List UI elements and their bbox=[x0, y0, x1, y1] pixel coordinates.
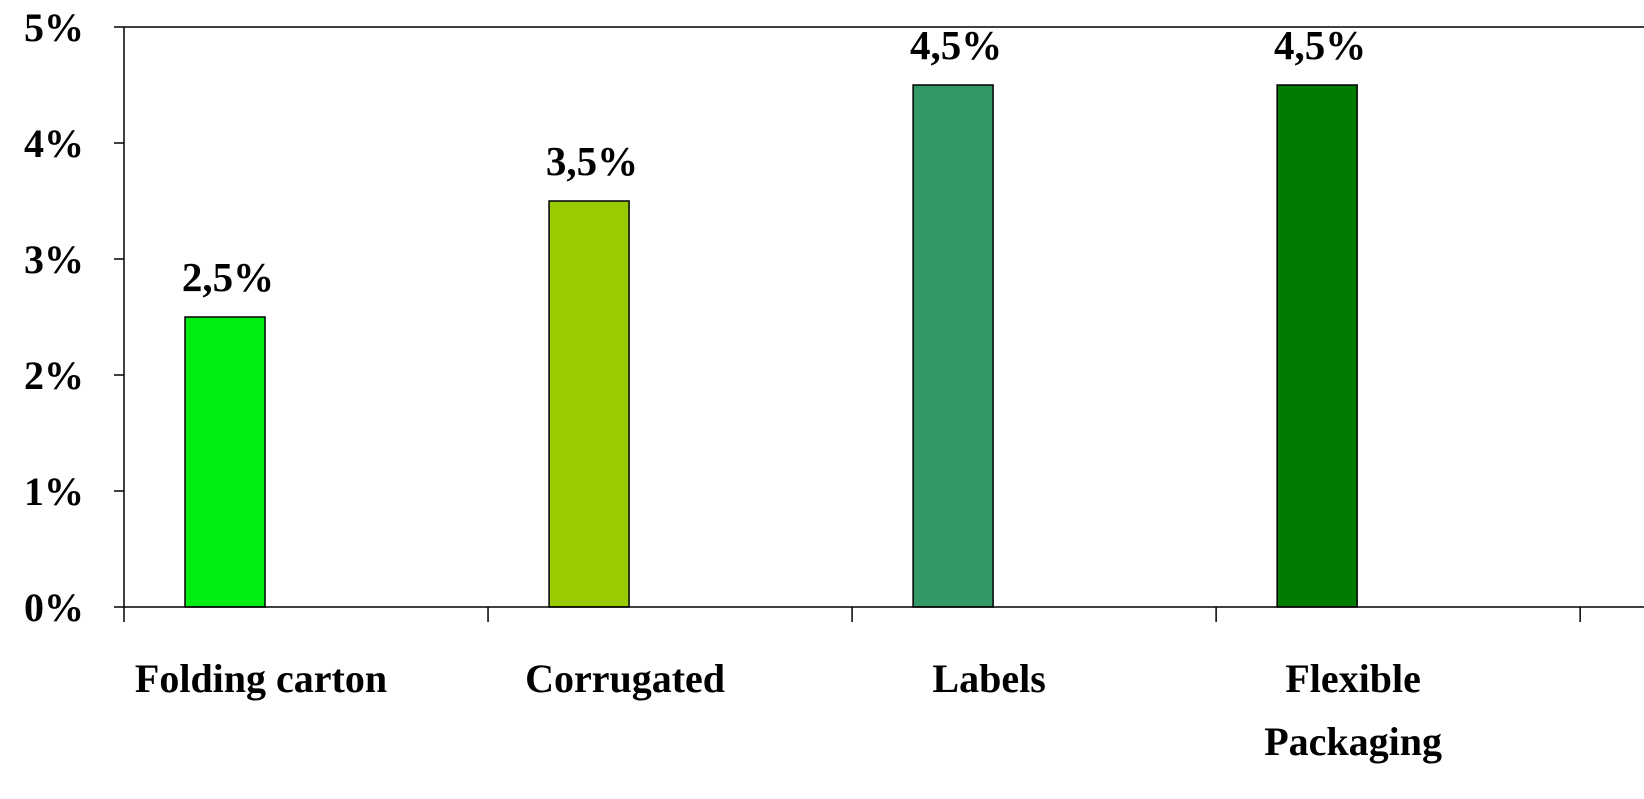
data-labels: 2,5% 3,5% 4,5% 4,5% bbox=[182, 22, 1366, 300]
category-label: Corrugated bbox=[525, 656, 725, 701]
category-label: Folding carton bbox=[135, 656, 387, 701]
data-label: 4,5% bbox=[1274, 22, 1366, 68]
y-tick-label: 5% bbox=[24, 5, 84, 50]
category-labels: Folding carton Corrugated Labels Flexible Pa… bbox=[135, 656, 1442, 764]
y-tick-label: 3% bbox=[24, 237, 84, 282]
y-tick-label: 1% bbox=[24, 469, 84, 514]
x-axis bbox=[123, 26, 1644, 622]
category-label: Labels bbox=[932, 656, 1045, 701]
bar bbox=[912, 84, 994, 608]
y-axis-ticks: 0% 1% 2% 3% 4% 5% bbox=[24, 5, 124, 630]
category-label: Flexible bbox=[1285, 656, 1421, 701]
bar bbox=[184, 316, 266, 608]
bar bbox=[548, 200, 630, 608]
y-tick-label: 4% bbox=[24, 121, 84, 166]
bars bbox=[184, 84, 1358, 608]
data-label: 4,5% bbox=[910, 22, 1002, 68]
y-tick-label: 2% bbox=[24, 353, 84, 398]
data-label: 3,5% bbox=[546, 138, 638, 184]
bar bbox=[1276, 84, 1358, 608]
category-label: Packaging bbox=[1264, 719, 1442, 764]
y-tick-label: 0% bbox=[24, 585, 84, 630]
data-label: 2,5% bbox=[182, 254, 274, 300]
